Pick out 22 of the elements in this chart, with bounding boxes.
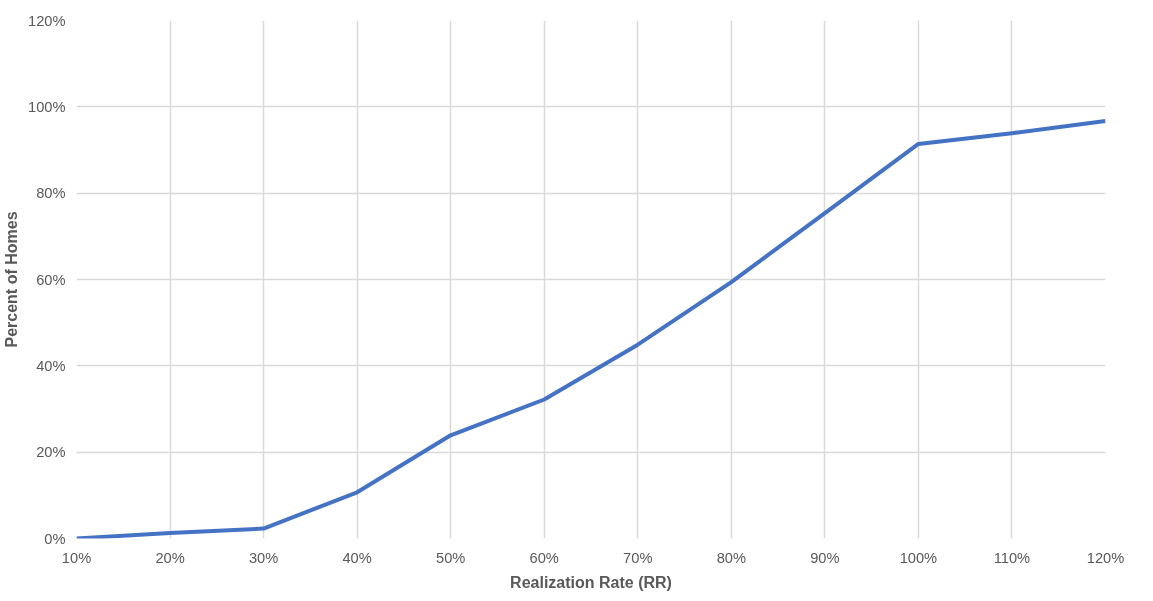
x-tick-label: 60%	[529, 549, 559, 566]
x-tick-label: 110%	[993, 549, 1031, 566]
x-tick-label: 120%	[1086, 549, 1125, 566]
y-axis-title: Percent of Homes	[3, 211, 21, 348]
x-tick-label: 80%	[716, 549, 746, 566]
x-tick-label: 70%	[623, 549, 653, 566]
x-tick-label: 50%	[436, 549, 466, 566]
x-tick-label: 100%	[899, 549, 938, 566]
y-tick-label: 60%	[36, 271, 66, 288]
y-tick-label: 120%	[28, 12, 66, 29]
x-tick-label: 20%	[155, 549, 185, 566]
x-tick-label: 40%	[342, 549, 372, 566]
y-tick-label: 100%	[28, 98, 66, 115]
y-tick-label: 40%	[36, 357, 66, 374]
y-tick-label: 80%	[36, 185, 66, 202]
x-tick-label: 90%	[810, 549, 840, 566]
x-tick-label: 30%	[248, 549, 279, 566]
x-tick-label: 10%	[61, 549, 92, 566]
y-tick-label: 20%	[36, 444, 66, 461]
x-axis-title: Realization Rate (RR)	[510, 573, 672, 591]
y-tick-label: 0%	[44, 530, 66, 547]
line-series	[76, 119, 1106, 539]
